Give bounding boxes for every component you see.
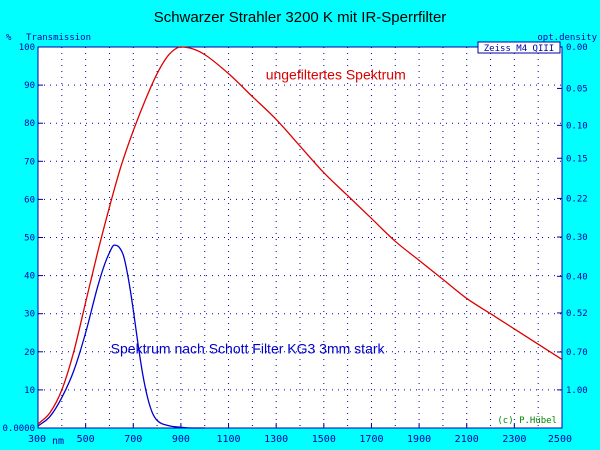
right-tick-label: 0.30	[566, 233, 588, 243]
right-tick-label: 0.70	[566, 348, 588, 358]
chart-title: Schwarzer Strahler 3200 K mit IR-Sperrfi…	[154, 9, 447, 26]
left-axis-label: Transmission	[26, 33, 91, 43]
y-tick-label: 50	[24, 234, 35, 244]
instrument-box	[477, 41, 561, 54]
copyright-label: (c) P.Hübel	[497, 416, 557, 426]
plot-frame	[37, 46, 563, 429]
x-tick-label: 1900	[407, 434, 431, 445]
series-annotation: ungefiltertes Spektrum	[266, 66, 406, 82]
y-tick-label: 90	[24, 81, 35, 91]
x-tick-label: 500	[77, 434, 95, 445]
x-tick-label: 1700	[359, 434, 383, 445]
x-unit-label: nm	[52, 436, 64, 447]
x-tick-label: 700	[124, 434, 142, 445]
y-tick-label: 40	[24, 272, 35, 282]
ticks: 0.0000 10 20 30 40 50 60 70 80 90 100 0.00 0.05 0.10 0…	[2, 43, 587, 445]
x-tick-label: 1100	[216, 434, 240, 445]
y-tick-label: 30	[24, 310, 35, 320]
right-tick-label: 0.05	[566, 84, 588, 94]
right-tick-label: 0.40	[566, 272, 588, 282]
right-tick-label: 0.10	[566, 121, 588, 131]
instrument-label: Zeiss M4 QIII	[484, 44, 554, 54]
y-tick-label: 80	[24, 119, 35, 129]
annotations: ungefiltertes Spektrum Spektrum nach Scho…	[111, 66, 406, 356]
right-axis-label: opt.density	[537, 33, 597, 43]
right-tick-label: 0.00	[566, 43, 588, 53]
y-tick-label: 70	[24, 157, 35, 167]
x-tick-label: 1300	[264, 434, 288, 445]
series-line-1	[37, 46, 563, 425]
x-tick-label: 2100	[455, 434, 479, 445]
x-tick-label: 900	[172, 434, 190, 445]
right-tick-label: 0.52	[566, 309, 588, 319]
left-axis-unit: %	[6, 33, 12, 43]
y-tick-label: 0.0000	[2, 424, 35, 434]
series-line-2	[37, 244, 205, 429]
y-tick-label: 10	[24, 386, 35, 396]
series-annotation: Spektrum nach Schott Filter KG3 3mm star…	[111, 341, 386, 357]
right-tick-label: 0.15	[566, 154, 588, 164]
y-tick-label: 20	[24, 348, 35, 358]
x-tick-label: 1500	[312, 434, 336, 445]
y-tick-label: 100	[19, 43, 35, 53]
series	[37, 46, 563, 429]
x-tick-label: 2300	[502, 434, 526, 445]
right-tick-label: 0.22	[566, 194, 588, 204]
y-tick-label: 60	[24, 195, 35, 205]
x-tick-label: 2500	[548, 434, 572, 445]
x-tick-label: 300	[28, 434, 46, 445]
right-tick-label: 1.00	[566, 386, 588, 396]
